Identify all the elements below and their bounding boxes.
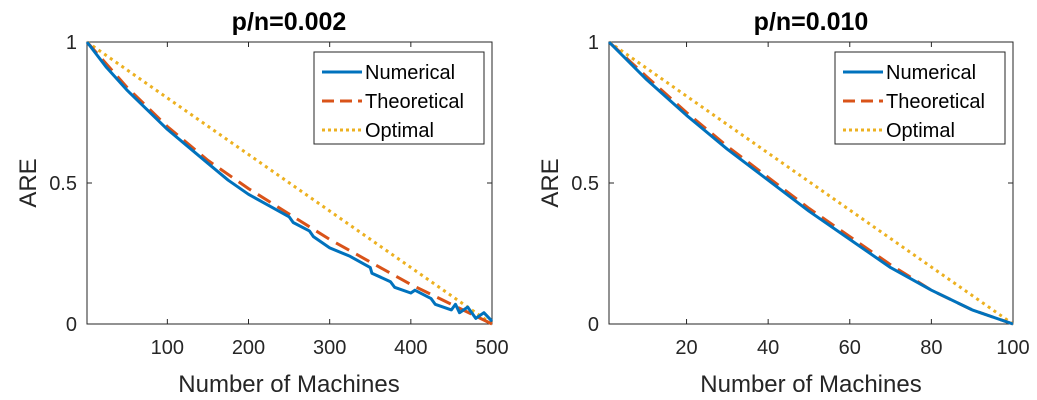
chart-panel-1: p/n=0.002 Number of Machines ARE 100 200 3… [15,8,509,398]
y-tick-label: 0 [66,314,77,336]
x-tick-label: 200 [232,337,265,359]
plot-area-2: 20 40 60 80 100 0 0.5 1 Numerical Theoretical Opti… [571,32,1030,359]
series-line-numerical [85,41,494,323]
x-tick-label: 300 [313,337,346,359]
legend-label-theoretical: Theoretical [365,91,464,113]
x-tick-label: 500 [475,337,508,359]
x-tick-label: 20 [675,337,697,359]
x-tick-label: 400 [394,337,427,359]
series-line-optimal [86,40,493,326]
y-tick-label: 1 [588,32,599,54]
x-tick-label: 100 [151,337,184,359]
series-line-numerical [607,40,1014,326]
x-tick-label: 60 [839,337,861,359]
y-tick-label: 0 [588,314,599,336]
y-tick-label: 0.5 [571,173,599,195]
legend-label-optimal: Optimal [886,120,955,142]
legend-label-theoretical: Theoretical [886,91,985,113]
x-axis-label-2: Number of Machines [700,371,921,398]
chart-title-2: p/n=0.010 [754,8,869,36]
plot-area-1: 100 200 300 400 500 0 0.5 1 Numerical Theoretical… [49,32,509,359]
legend-label-numerical: Numerical [365,62,455,84]
x-axis-label-1: Number of Machines [178,371,399,398]
series-line-theoretical [85,41,493,326]
x-tick-label: 40 [757,337,779,359]
legend-label-numerical: Numerical [886,62,976,84]
series-line-optimal [608,40,1014,326]
y-axis-label-1: ARE [15,158,42,207]
x-tick-label: 100 [996,337,1029,359]
y-tick-label: 0.5 [49,173,77,195]
y-axis-label-2: ARE [537,158,564,207]
chart-panel-2: p/n=0.010 Number of Machines ARE 20 40 60 8… [537,8,1030,398]
chart-title-1: p/n=0.002 [232,8,347,36]
y-tick-label: 1 [66,32,77,54]
legend-label-optimal: Optimal [365,120,434,142]
x-tick-label: 80 [920,337,942,359]
